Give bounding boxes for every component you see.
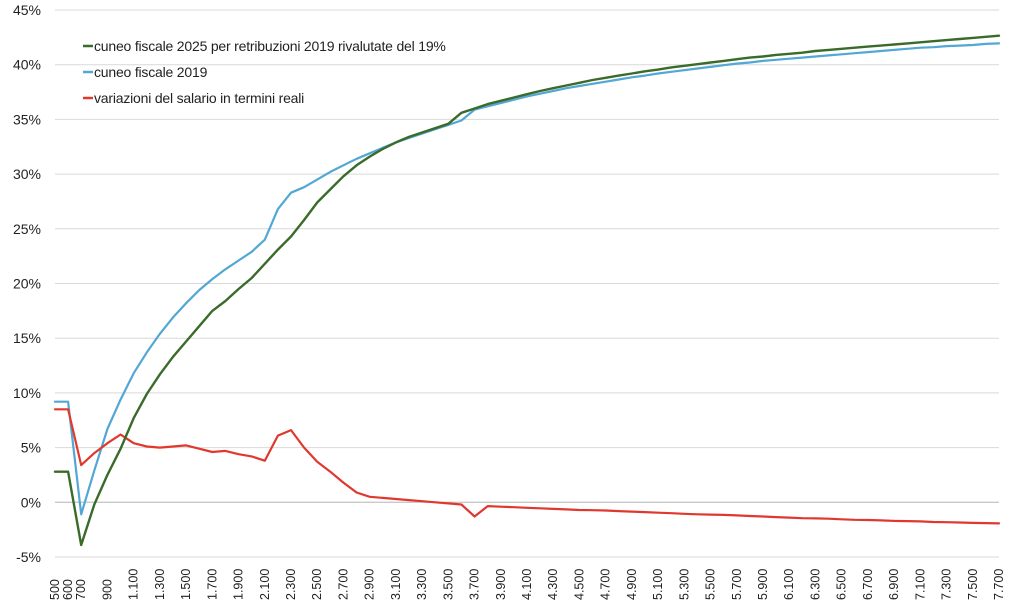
y-tick-label: 45%	[13, 2, 41, 18]
y-tick-label: 10%	[13, 385, 41, 401]
x-tick-label: 4.900	[625, 569, 639, 600]
x-tick-label: 2.300	[284, 569, 298, 600]
x-tick-label: 3.300	[415, 569, 429, 600]
x-tick-label: 5.300	[677, 569, 691, 600]
x-tick-label: 700	[74, 579, 88, 600]
series-line-2	[53, 42, 1001, 516]
x-tick-label: 6.100	[782, 569, 796, 600]
legend-label: cuneo fiscale 2019	[94, 64, 208, 80]
series-line-3	[53, 408, 1001, 525]
x-tick-label: 7.100	[913, 569, 927, 600]
x-tick-label: 7.700	[992, 569, 1006, 600]
x-tick-label: 4.700	[599, 569, 613, 600]
x-tick-label: 1.700	[205, 569, 219, 600]
y-tick-label: 25%	[13, 221, 41, 237]
x-tick-label: 4.100	[520, 569, 534, 600]
x-tick-label: 3.500	[441, 569, 455, 600]
x-tick-label: 1.900	[232, 569, 246, 600]
y-tick-label: 5%	[21, 440, 41, 456]
x-tick-label: 2.700	[336, 569, 350, 600]
x-tick-label: 5.900	[756, 569, 770, 600]
x-tick-label: 1.300	[153, 569, 167, 600]
y-tick-label: 20%	[13, 276, 41, 292]
x-tick-label: 1.100	[127, 569, 141, 600]
legend-label: cuneo fiscale 2025 per retribuzioni 2019…	[94, 38, 446, 54]
series-line-1	[53, 34, 1001, 547]
y-tick-label: -5%	[16, 549, 41, 565]
x-tick-label: 600	[61, 579, 75, 600]
x-tick-label: 900	[100, 579, 114, 600]
x-tick-label: 3.100	[389, 569, 403, 600]
x-tick-label: 500	[48, 579, 62, 600]
y-tick-label: 15%	[13, 330, 41, 346]
x-tick-label: 2.900	[363, 569, 377, 600]
x-tick-label: 3.900	[494, 569, 508, 600]
x-tick-label: 7.500	[966, 569, 980, 600]
y-tick-label: 35%	[13, 111, 41, 127]
y-tick-label: 40%	[13, 57, 41, 73]
x-tick-label: 6.700	[861, 569, 875, 600]
x-tick-label: 5.700	[730, 569, 744, 600]
x-tick-label: 6.500	[835, 569, 849, 600]
x-tick-label: 1.500	[179, 569, 193, 600]
y-axis: -5% 0% 5% 10% 15% 20% 25% 30% 35% 40% 45%	[13, 2, 41, 565]
legend: cuneo fiscale 2025 per retribuzioni 2019…	[83, 38, 446, 106]
x-tick-label: 6.900	[887, 569, 901, 600]
x-tick-label: 2.500	[310, 569, 324, 600]
x-tick-label: 4.500	[572, 569, 586, 600]
y-tick-label: 0%	[21, 494, 41, 510]
plot-area	[53, 34, 1001, 547]
x-tick-label: 5.100	[651, 569, 665, 600]
x-tick-label: 4.300	[546, 569, 560, 600]
legend-label: variazioni del salario in termini reali	[94, 90, 304, 106]
x-tick-label: 7.300	[940, 569, 954, 600]
x-tick-label: 2.100	[258, 569, 272, 600]
x-axis: 500 600 700 900 1.100 1.300 1.500 1.700 1.900 2.1…	[48, 501, 1006, 600]
y-tick-label: 30%	[13, 166, 41, 182]
x-tick-label: 6.300	[808, 569, 822, 600]
x-tick-label: 5.500	[704, 569, 718, 600]
x-tick-label: 3.700	[468, 569, 482, 600]
